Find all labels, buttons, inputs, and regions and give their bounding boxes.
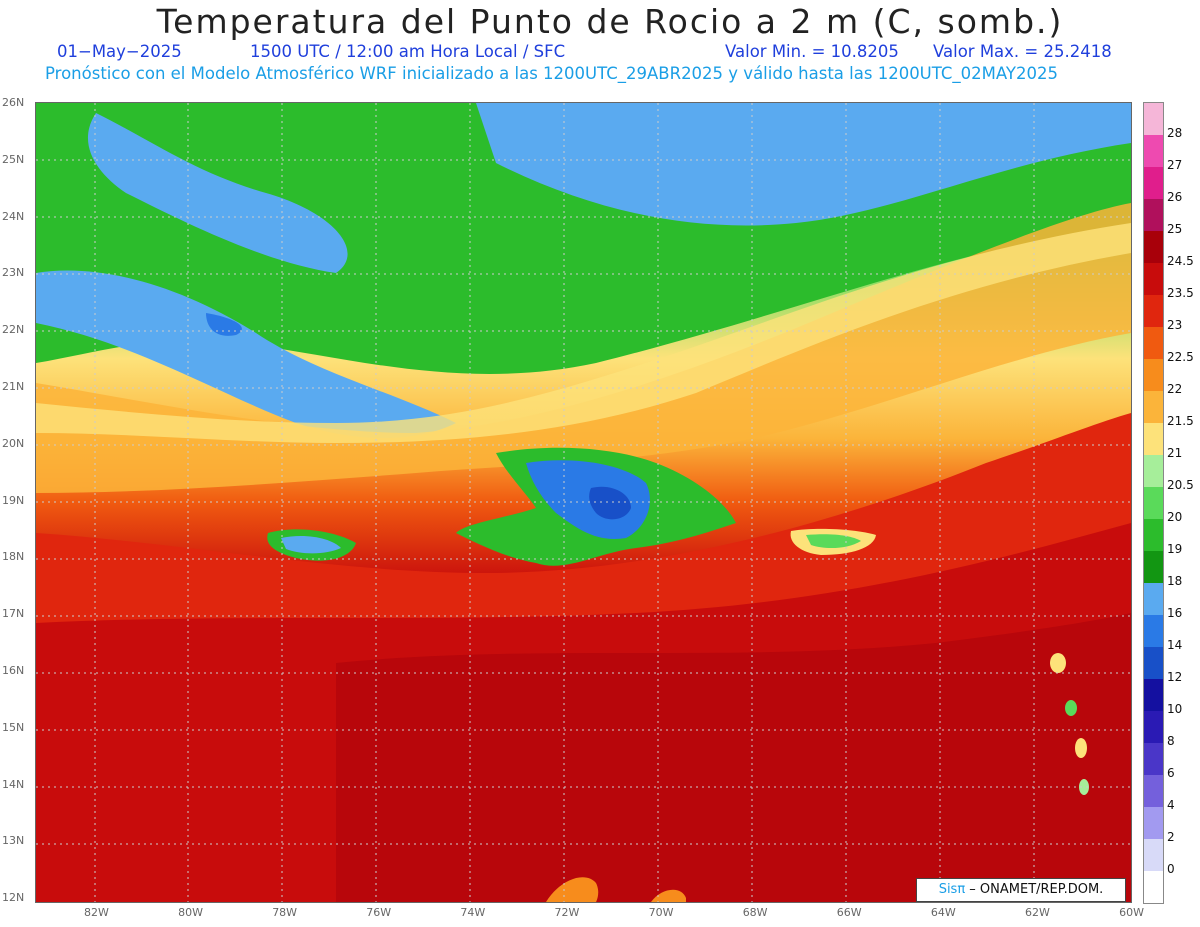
- color-scale-segment: [1144, 775, 1163, 807]
- lat-label: 18N: [2, 550, 25, 564]
- color-scale-segment: [1144, 615, 1163, 647]
- color-scale-segment: [1144, 647, 1163, 679]
- lat-label: 13N: [2, 834, 25, 848]
- lat-label: 25N: [2, 152, 25, 166]
- color-scale-label: 18: [1167, 574, 1183, 588]
- model-info: Pronóstico con el Modelo Atmosférico WRF…: [45, 64, 1058, 83]
- lat-label: 12N: [2, 891, 25, 905]
- lon-label: 60W: [1119, 906, 1144, 919]
- color-scale-segment: [1144, 871, 1163, 903]
- color-scale-segment: [1144, 487, 1163, 519]
- lon-label: 74W: [460, 906, 486, 919]
- forecast-time: 1500 UTC / 12:00 am Hora Local / SFC: [250, 42, 566, 61]
- color-scale-segment: [1144, 551, 1163, 583]
- lon-label: 80W: [178, 906, 203, 919]
- color-scale-bar: [1143, 102, 1164, 904]
- lon-label: 76W: [366, 906, 392, 919]
- color-scale-segment: [1144, 167, 1163, 199]
- lat-label: 23N: [2, 266, 25, 280]
- color-scale-label: 21: [1167, 446, 1183, 460]
- color-scale-label: 21.5: [1167, 414, 1194, 428]
- color-scale-segment: [1144, 135, 1163, 167]
- color-scale-segment: [1144, 295, 1163, 327]
- lon-label: 72W: [554, 906, 580, 919]
- color-scale-label: 19: [1167, 542, 1183, 556]
- color-scale-label: 23: [1167, 318, 1183, 332]
- color-scale-segment: [1144, 231, 1163, 263]
- lon-label: 64W: [930, 906, 956, 919]
- color-scale-segment: [1144, 423, 1163, 455]
- lat-label: 15N: [2, 720, 25, 734]
- lat-label: 19N: [2, 493, 25, 507]
- color-scale-label: 28: [1167, 126, 1183, 140]
- lat-label: 16N: [2, 664, 25, 677]
- color-scale-segment: [1144, 583, 1163, 615]
- color-scale-label: 14: [1167, 638, 1183, 652]
- color-scale-label: 4: [1167, 798, 1175, 812]
- color-scale-segment: [1144, 199, 1163, 231]
- min-value: Valor Min. = 10.8205: [725, 42, 899, 61]
- color-scale-label: 23.5: [1167, 286, 1194, 300]
- lat-label: 26N: [2, 96, 25, 109]
- color-scale-segment: [1144, 103, 1163, 135]
- color-scale-label: 20.5: [1167, 478, 1194, 492]
- color-scale-segment: [1144, 327, 1163, 359]
- color-scale-segment: [1144, 263, 1163, 295]
- credit-brand: Sisπ: [938, 882, 966, 897]
- color-scale-segment: [1144, 455, 1163, 487]
- lat-label: 24N: [2, 209, 25, 223]
- lon-label: 62W: [1025, 906, 1050, 919]
- color-scale-segment: [1144, 807, 1163, 839]
- max-value: Valor Max. = 25.2418: [933, 42, 1112, 61]
- lon-label: 68W: [742, 906, 768, 919]
- lon-label: 82W: [84, 906, 109, 919]
- lat-label: 22N: [2, 323, 25, 337]
- color-scale-label: 10: [1167, 702, 1183, 716]
- credit-text: – ONAMET/REP.DOM.: [965, 882, 1104, 897]
- color-scale-label: 26: [1167, 190, 1183, 204]
- lon-label: 66W: [836, 906, 862, 919]
- dewpoint-map[interactable]: Sisπ – ONAMET/REP.DOM.: [35, 102, 1132, 903]
- color-scale-label: 22: [1167, 382, 1183, 396]
- color-scale-segment: [1144, 391, 1163, 423]
- forecast-date: 01−May−2025: [57, 42, 182, 61]
- lat-label: 20N: [2, 436, 25, 450]
- lat-label: 17N: [2, 607, 25, 621]
- lat-label: 14N: [2, 777, 25, 791]
- color-scale-segment: [1144, 839, 1163, 871]
- color-scale-label: 8: [1167, 734, 1175, 748]
- color-scale-segment: [1144, 711, 1163, 743]
- color-scale-segment: [1144, 359, 1163, 391]
- color-scale-label: 0: [1167, 862, 1175, 876]
- color-scale-label: 27: [1167, 158, 1183, 172]
- color-scale-label: 2: [1167, 830, 1175, 844]
- color-scale-label: 20: [1167, 510, 1183, 524]
- color-scale-label: 22.5: [1167, 350, 1194, 364]
- credit-box: Sisπ – ONAMET/REP.DOM.: [916, 878, 1126, 902]
- color-scale-segment: [1144, 743, 1163, 775]
- lon-label: 70W: [648, 906, 674, 919]
- color-scale-label: 24.5: [1167, 254, 1194, 268]
- color-scale-label: 6: [1167, 766, 1175, 780]
- lon-label: 78W: [272, 906, 298, 919]
- map-canvas: [36, 103, 1131, 902]
- color-scale-segment: [1144, 519, 1163, 551]
- color-scale-label: 12: [1167, 670, 1183, 684]
- map-title: Temperatura del Punto de Rocio a 2 m (C,…: [156, 2, 1064, 41]
- color-scale-label: 25: [1167, 222, 1183, 236]
- lat-label: 21N: [2, 380, 25, 393]
- color-scale-label: 16: [1167, 606, 1183, 620]
- color-scale-segment: [1144, 679, 1163, 711]
